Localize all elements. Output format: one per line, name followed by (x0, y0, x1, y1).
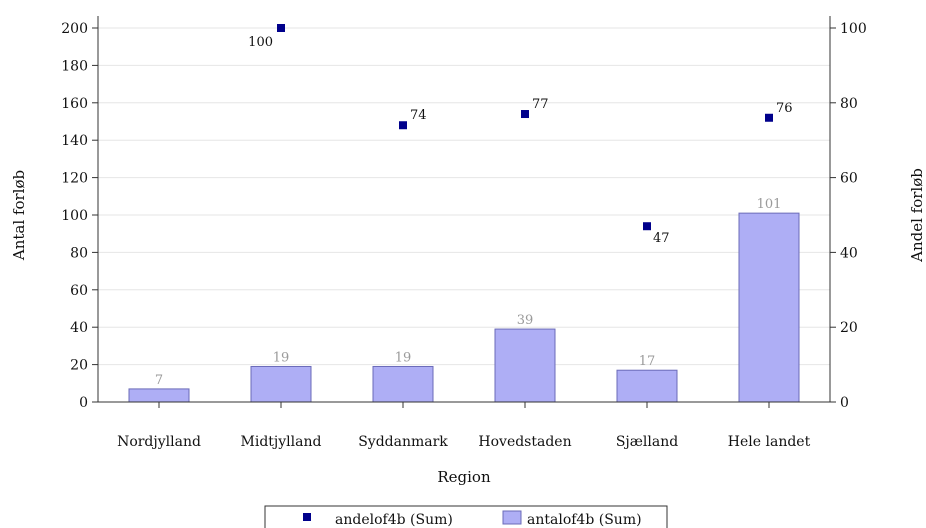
y-left-tick-label: 160 (61, 96, 88, 112)
bar (372, 365, 434, 403)
legend-marker-andelof4b (303, 513, 311, 521)
y-right-tick-label: 20 (840, 320, 858, 336)
bar-value-label: 101 (757, 197, 782, 212)
bar (128, 388, 190, 403)
y-right-tick-label: 0 (840, 395, 849, 411)
legend: andelof4b (Sum) antalof4b (Sum) (264, 505, 668, 528)
y-left-tick-label: 100 (61, 208, 88, 224)
y-left-tick-label: 60 (70, 283, 88, 299)
legend-box (264, 505, 668, 528)
point-value-label: 77 (532, 97, 549, 112)
gridlines (98, 27, 830, 366)
y-left-tick-label: 80 (70, 245, 88, 261)
bar-value-label: 7 (155, 373, 163, 388)
x-tick-label: Midtjylland (241, 434, 322, 450)
point-value-label: 74 (410, 108, 427, 123)
y-right-tick-label: 80 (840, 96, 858, 112)
bar (494, 328, 556, 403)
bar-value-label: 19 (273, 350, 290, 365)
x-tick-label: Hele landet (728, 434, 811, 450)
legend-label-antalof4b: antalof4b (Sum) (527, 512, 642, 528)
legend-marker-antalof4b (502, 510, 522, 525)
y-left-tick-label: 140 (61, 133, 88, 149)
x-tick-label: Hovedstaden (478, 434, 571, 450)
y-right-tick-label: 60 (840, 171, 858, 187)
data-point (399, 121, 407, 130)
bar-series: 7 19 19 39 17 101 (128, 197, 800, 403)
y-axis-right-title: Andel forløb (908, 168, 926, 263)
x-tick-label: Nordjylland (117, 434, 201, 450)
data-point (643, 222, 651, 231)
bar-value-label: 19 (395, 350, 412, 365)
point-value-label: 47 (653, 231, 670, 246)
y-left-tick-label: 120 (61, 171, 88, 187)
y-left-tick-label: 180 (61, 58, 88, 74)
data-point (765, 113, 773, 122)
axes: 0 20 40 60 80 100 120 140 160 180 200 0 20 40 60 80 100 N… (61, 16, 867, 450)
point-value-label: 76 (776, 101, 793, 116)
bar (738, 212, 800, 403)
point-series: 100 74 77 47 76 (248, 24, 793, 246)
y-left-tick-label: 200 (61, 21, 88, 37)
y-right-tick-label: 40 (840, 245, 858, 261)
y-left-tick-label: 40 (70, 320, 88, 336)
legend-label-andelof4b: andelof4b (Sum) (335, 512, 453, 528)
bar (250, 365, 312, 403)
y-left-tick-label: 0 (79, 395, 88, 411)
bar-value-label: 17 (639, 354, 656, 369)
data-point (277, 24, 285, 32)
x-tick-label: Sjælland (616, 434, 678, 450)
y-right-tick-label: 100 (840, 21, 867, 37)
x-axis-title: Region (437, 468, 491, 486)
data-point (521, 110, 529, 119)
bar-value-label: 39 (517, 313, 534, 328)
point-value-label: 100 (248, 35, 273, 50)
y-axis-left-title: Antal forløb (10, 170, 28, 261)
x-tick-label: Syddanmark (358, 434, 448, 450)
bar (616, 369, 678, 403)
y-left-tick-label: 20 (70, 358, 88, 374)
